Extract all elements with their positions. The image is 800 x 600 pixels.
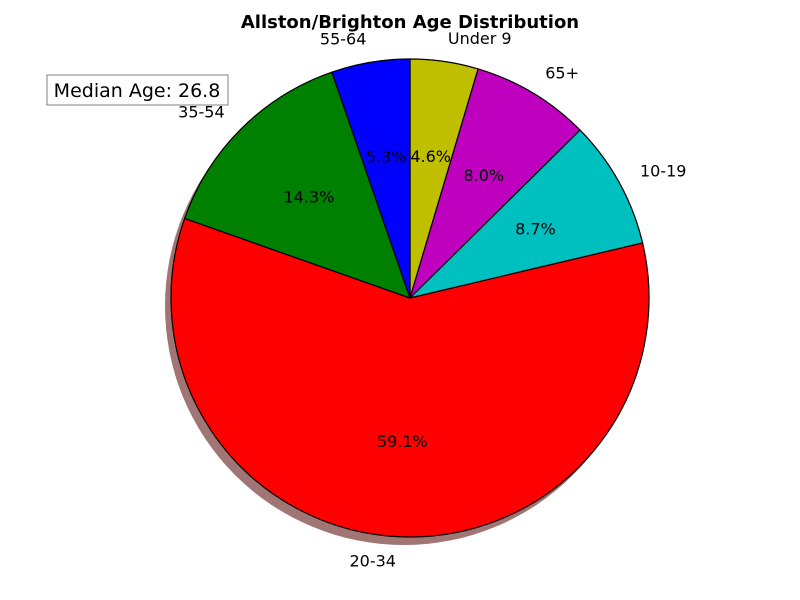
median-age-box: Median Age: 26.8 <box>46 74 229 106</box>
slice-55-64 <box>331 58 411 299</box>
slice-label-55-64: 55-64 <box>320 30 367 49</box>
slice-labels: Under 9 65+ 10-19 20-34 35-54 55-64 <box>178 29 686 571</box>
percent-label-20-34: 59.1% <box>377 432 428 451</box>
percent-label-55-64: 5.3% <box>366 148 407 167</box>
slice-label-35-54: 35-54 <box>178 103 225 122</box>
percent-label-under-9: 4.6% <box>410 147 451 166</box>
percent-label-65: 8.0% <box>463 166 504 185</box>
slice-20-34 <box>170 217 650 538</box>
slice-label-under-9: Under 9 <box>448 29 512 48</box>
percent-label-35-54: 14.3% <box>284 187 335 206</box>
percent-label-10-19: 8.7% <box>515 220 556 239</box>
slice-10-19 <box>409 129 644 299</box>
median-age-text: Median Age: 26.8 <box>54 80 221 102</box>
chart-title: Allston/Brighton Age Distribution <box>241 12 579 33</box>
slice-label-10-19: 10-19 <box>640 162 687 181</box>
pie-slices <box>170 58 650 538</box>
percent-labels: 4.6% 8.0% 8.7% 59.1% 14.3% 5.3% <box>284 147 556 451</box>
slice-65 <box>409 68 581 299</box>
slice-label-65: 65+ <box>545 64 579 83</box>
slice-label-20-34: 20-34 <box>349 552 396 571</box>
slice-35-54 <box>184 71 411 299</box>
